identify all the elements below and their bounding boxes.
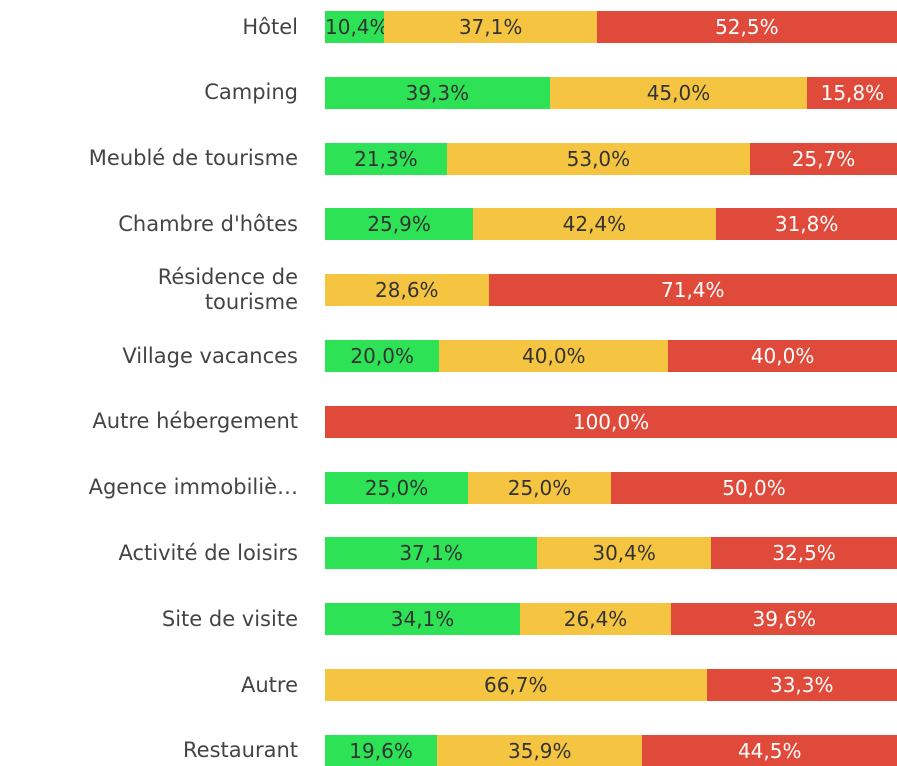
data-label: 50,0% [722, 475, 786, 500]
data-label: 40,0% [522, 344, 586, 368]
data-label: 44,5% [737, 738, 802, 763]
data-label: 10,4% [325, 15, 389, 39]
bar-segment [384, 11, 597, 43]
bar-segment [325, 669, 707, 701]
data-label: 42,4% [562, 212, 627, 237]
data-label: 19,6% [349, 738, 413, 763]
bar-segment [715, 208, 897, 241]
data-label: 25,0% [364, 475, 429, 500]
data-label: 25,9% [367, 212, 431, 237]
bar-segment [549, 76, 808, 109]
data-label: 71,4% [661, 278, 725, 303]
data-label: 25,0% [507, 475, 572, 500]
bar-segment [325, 208, 474, 241]
data-label: 30,4% [592, 541, 656, 566]
data-label: 53,0% [566, 146, 631, 171]
data-label: 52,5% [715, 15, 779, 39]
bar-segment [749, 142, 897, 175]
bar-segment [325, 76, 550, 109]
data-label: 34,1% [390, 607, 455, 632]
category-label: Site de visite [161, 606, 298, 631]
category-label: Meublé de tourisme [88, 146, 298, 171]
data-label: 39,6% [752, 607, 817, 632]
bar-segment [671, 603, 897, 636]
data-label: 33,3% [769, 673, 834, 697]
data-label: 25,7% [791, 146, 856, 171]
bar-segment [520, 603, 672, 636]
data-label: 31,8% [774, 212, 839, 237]
category-label: Activité de loisirs [118, 540, 299, 565]
bar-segment [325, 734, 438, 766]
data-label: 39,3% [405, 80, 470, 105]
category-label: Agence immobiliè… [88, 475, 298, 500]
category-label: Village vacances [122, 343, 298, 368]
bar-segment [325, 340, 440, 372]
category-label: Restaurant [183, 738, 298, 763]
bar-segment [611, 471, 897, 504]
data-label: 35,9% [508, 738, 572, 763]
data-label: 45,0% [646, 80, 711, 105]
bar-segment [325, 11, 385, 43]
bar-segment [488, 274, 897, 307]
category-label: Hôtel [242, 14, 298, 39]
data-label: 37,1% [399, 541, 463, 566]
bar-segment [325, 405, 897, 438]
bar-segment [437, 734, 643, 766]
bar-segment [596, 11, 897, 43]
data-label: 40,0% [750, 344, 815, 368]
data-label: 20,0% [350, 344, 414, 368]
bar-segment [537, 537, 712, 570]
bar-segment [325, 471, 468, 504]
bar-segment [668, 340, 897, 372]
category-label: Chambre d'hôtes [118, 211, 298, 236]
bar-segment [711, 537, 897, 570]
data-label: 37,1% [458, 15, 523, 39]
bar-segment [642, 734, 897, 766]
category-label: Résidence de tourisme [157, 265, 298, 315]
bar-segment [468, 471, 611, 504]
bar-segment [325, 274, 489, 307]
bar-segment [325, 537, 538, 570]
bar-segment [807, 76, 897, 109]
data-label: 26,4% [563, 607, 628, 632]
category-label: Autre hébergement [92, 409, 298, 434]
data-label: 28,6% [375, 278, 439, 303]
data-label: 32,5% [772, 541, 836, 566]
bar-segment [325, 603, 521, 636]
category-label: Autre [240, 672, 298, 697]
data-label: 15,8% [820, 80, 885, 105]
data-label: 100,0% [572, 409, 650, 434]
bar-segment [325, 142, 447, 175]
data-label: 66,7% [483, 673, 548, 697]
bar-segment [706, 669, 897, 701]
bar-segment [446, 142, 750, 175]
bar-segment [439, 340, 669, 372]
category-label: Camping [204, 80, 298, 105]
bar-segment [473, 208, 716, 241]
data-label: 21,3% [354, 146, 418, 171]
